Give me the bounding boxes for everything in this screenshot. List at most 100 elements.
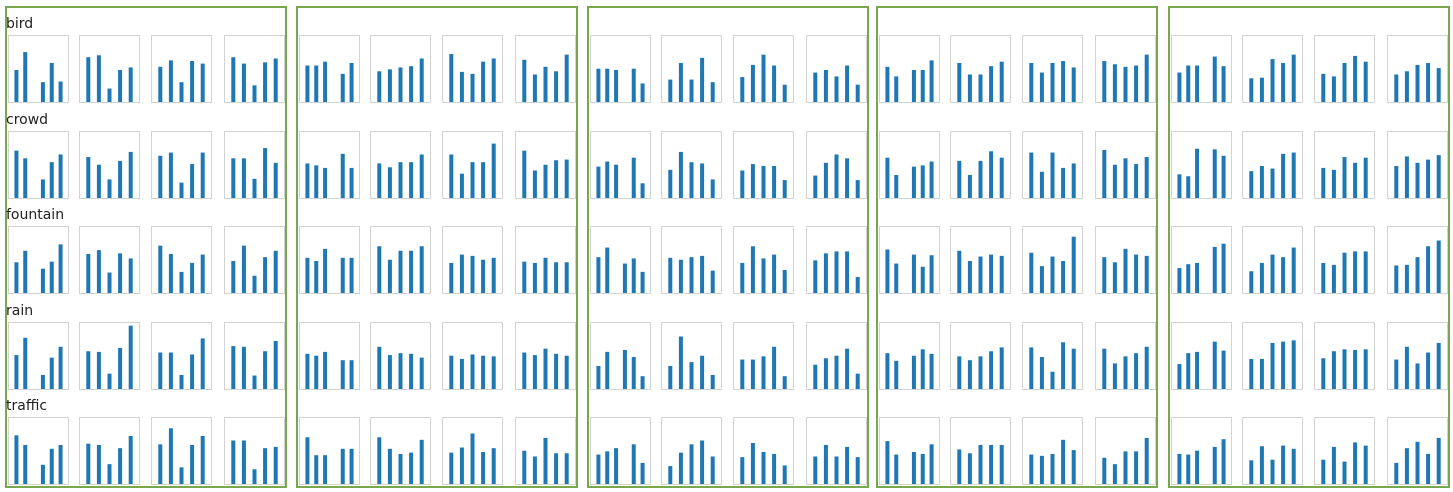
bar-1 (1321, 459, 1326, 484)
bar-1 (449, 262, 454, 293)
bar-4 (911, 452, 916, 484)
bar-1 (1321, 358, 1326, 389)
bar-5 (273, 341, 278, 389)
mini-chart-g3-fountain-1 (590, 226, 651, 294)
bar-3 (179, 271, 184, 293)
mini-chart-g2-crowd-2 (370, 131, 431, 199)
bar-2 (1404, 71, 1409, 102)
bar-1 (1029, 347, 1034, 389)
bar-4 (700, 255, 705, 293)
bar-5 (920, 266, 925, 293)
mini-chart-g5-crowd-3 (1314, 131, 1375, 199)
panel-frame (1171, 322, 1232, 390)
bar-2 (241, 63, 246, 102)
bar-4 (772, 346, 777, 389)
bar-1 (740, 262, 745, 293)
bar-5 (1363, 251, 1368, 293)
bar-4 (989, 351, 994, 389)
panel-frame (299, 322, 360, 390)
bar-5 (419, 58, 424, 102)
bar-2 (1039, 266, 1044, 293)
bar-5 (1071, 163, 1076, 198)
bar-4 (481, 61, 486, 102)
bar-1 (158, 155, 163, 198)
bar-5 (1436, 240, 1441, 293)
bar-3 (1415, 441, 1420, 484)
mini-chart-g4-fountain-2 (950, 226, 1011, 294)
bar-3 (1123, 451, 1128, 484)
mini-chart-g3-crowd-4 (806, 131, 867, 199)
mini-chart-g5-fountain-1 (1171, 226, 1232, 294)
bar-4 (845, 158, 850, 198)
mini-chart-g5-rain-2 (1242, 322, 1303, 390)
bar-5 (564, 54, 569, 102)
bar-4 (1134, 65, 1139, 102)
mini-chart-g4-bird-1 (879, 35, 940, 103)
panel-frame (8, 226, 69, 294)
mini-chart-g2-fountain-2 (370, 226, 431, 294)
bar-5 (49, 261, 54, 293)
bar-2 (168, 253, 173, 293)
bar-5 (419, 246, 424, 293)
bar-5 (631, 68, 636, 102)
bar-3 (834, 456, 839, 484)
bar-1 (1394, 462, 1399, 484)
bar-3 (107, 179, 112, 198)
bar-4 (1061, 439, 1066, 484)
bar-4 (481, 452, 486, 484)
bar-5 (1071, 67, 1076, 102)
bar-5 (128, 325, 133, 389)
bar-2 (678, 151, 683, 198)
bar-1 (885, 157, 890, 198)
bar-6 (1221, 243, 1226, 293)
bar-1 (957, 62, 962, 102)
bar-2 (168, 352, 173, 389)
bar-1 (377, 71, 382, 102)
bar-3 (1195, 262, 1200, 293)
bar-5 (1363, 61, 1368, 102)
bar-2 (605, 247, 610, 293)
mini-chart-g3-fountain-4 (806, 226, 867, 294)
mini-chart-g3-bird-1 (590, 35, 651, 103)
bar-4 (1061, 61, 1066, 102)
bar-5 (273, 162, 278, 198)
bar-5 (200, 254, 205, 293)
bar-3 (470, 354, 475, 389)
bar-1 (158, 245, 163, 293)
bar-2 (823, 162, 828, 198)
bar-3 (1195, 351, 1200, 389)
mini-chart-g5-rain-4 (1387, 322, 1448, 390)
bar-2 (967, 453, 972, 484)
bar-3 (761, 356, 766, 389)
group-box-3 (587, 6, 869, 488)
bar-2 (23, 158, 28, 198)
bar-2 (1259, 166, 1264, 198)
bar-3 (978, 160, 983, 198)
bar-2 (241, 245, 246, 293)
mini-chart-g1-bird-3 (151, 35, 212, 103)
bar-5 (710, 179, 715, 198)
bar-1 (1249, 358, 1254, 389)
mini-chart-g2-traffic-4 (515, 417, 576, 485)
bar-3 (1123, 66, 1128, 102)
bar-3 (1342, 62, 1347, 102)
mini-chart-g1-fountain-2 (79, 226, 140, 294)
bar-1 (885, 441, 890, 484)
mini-chart-g5-crowd-4 (1387, 131, 1448, 199)
bar-1 (740, 77, 745, 102)
panel-frame (879, 35, 940, 103)
bar-1 (1321, 167, 1326, 198)
bar-2 (314, 261, 319, 293)
mini-chart-g1-rain-1 (8, 322, 69, 390)
bar-1 (14, 150, 19, 198)
bar-4 (1353, 162, 1358, 198)
bar-5 (1436, 68, 1441, 102)
bar-6 (640, 376, 645, 389)
bar-4 (1281, 62, 1286, 102)
row-label-rain: rain (6, 303, 34, 319)
bar-1 (740, 359, 745, 389)
bar-4 (118, 253, 123, 293)
bar-6 (929, 161, 934, 198)
bar-1 (522, 59, 527, 102)
bar-1 (377, 246, 382, 293)
